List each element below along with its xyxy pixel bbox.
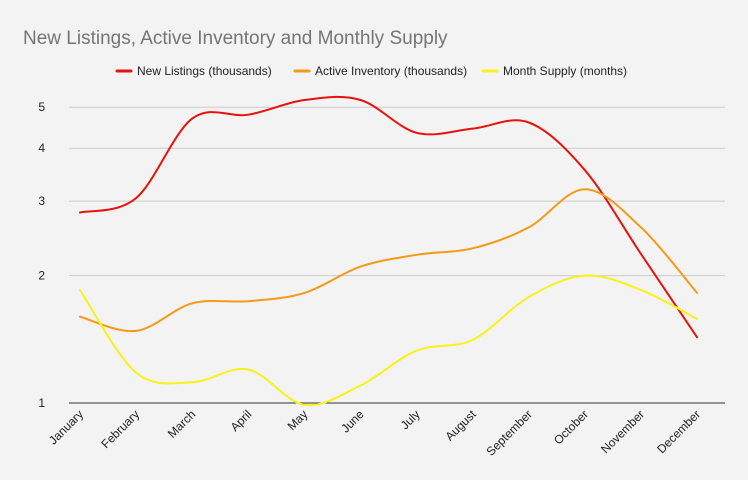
x-tick-label-august: August	[443, 407, 480, 444]
x-tick-label-march: March	[165, 407, 198, 440]
y-axis-ticks: 1 2 3 4 5	[38, 100, 45, 410]
x-tick-label-september: September	[484, 407, 535, 458]
x-tick-label-january: January	[46, 407, 86, 447]
series-line-active-inventory-thousands	[79, 188, 699, 333]
x-tick-label-november: November	[598, 407, 647, 456]
y-tick-label-3: 3	[38, 194, 45, 208]
x-tick-label-july: July	[398, 407, 423, 432]
x-tick-label-april: April	[228, 407, 255, 434]
y-tick-label-4: 4	[38, 141, 45, 155]
y-tick-label-1: 1	[38, 396, 45, 410]
x-axis-ticks: January February March April May June July Augu…	[46, 407, 703, 459]
x-tick-label-october: October	[551, 407, 591, 447]
series-line-month-supply-months	[79, 274, 699, 407]
x-tick-label-june: June	[338, 407, 367, 436]
series-lines	[79, 95, 699, 407]
x-tick-label-february: February	[98, 407, 142, 451]
legend-label-new-listings: New Listings (thousands)	[137, 64, 272, 78]
y-tick-label-5: 5	[38, 100, 45, 114]
legend-label-month-supply: Month Supply (months)	[503, 64, 627, 78]
x-tick-label-december: December	[654, 407, 703, 456]
y-tick-label-2: 2	[38, 269, 45, 283]
gridlines	[69, 106, 725, 404]
series-line-new-listings-thousands	[79, 95, 699, 339]
chart-title: New Listings, Active Inventory and Month…	[23, 28, 448, 49]
legend: New Listings (thousands) Active Inventor…	[115, 64, 627, 78]
legend-label-active-inventory: Active Inventory (thousands)	[315, 64, 467, 78]
x-tick-label-may: May	[285, 407, 311, 433]
